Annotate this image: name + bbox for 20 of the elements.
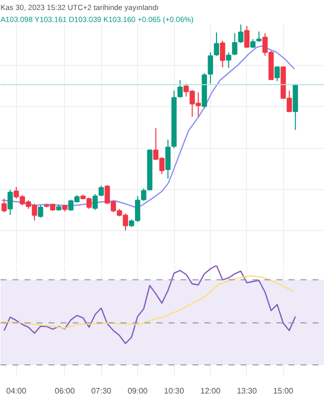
candlestick <box>274 66 280 82</box>
candlestick <box>2 198 7 213</box>
x-tick-label: 15:00 <box>273 386 294 396</box>
candlestick <box>8 189 13 216</box>
x-tick-label: 04:00 <box>6 386 27 396</box>
candlestick <box>220 40 226 68</box>
candlestick <box>214 32 220 56</box>
candlestick <box>177 80 183 98</box>
x-tick-label: 12:00 <box>200 386 221 396</box>
candlestick <box>165 139 171 180</box>
x-tick-label: 07:30 <box>91 386 112 396</box>
candlestick <box>226 52 232 68</box>
x-tick-label: 09:00 <box>128 386 148 396</box>
candlestick <box>244 26 250 48</box>
candlestick <box>256 31 262 42</box>
candlestick <box>38 204 44 218</box>
x-tick-label: 13:30 <box>236 386 258 396</box>
x-tick-label: 06:00 <box>54 386 76 396</box>
x-tick-label: 10:30 <box>164 386 185 396</box>
candlestick <box>208 52 214 84</box>
